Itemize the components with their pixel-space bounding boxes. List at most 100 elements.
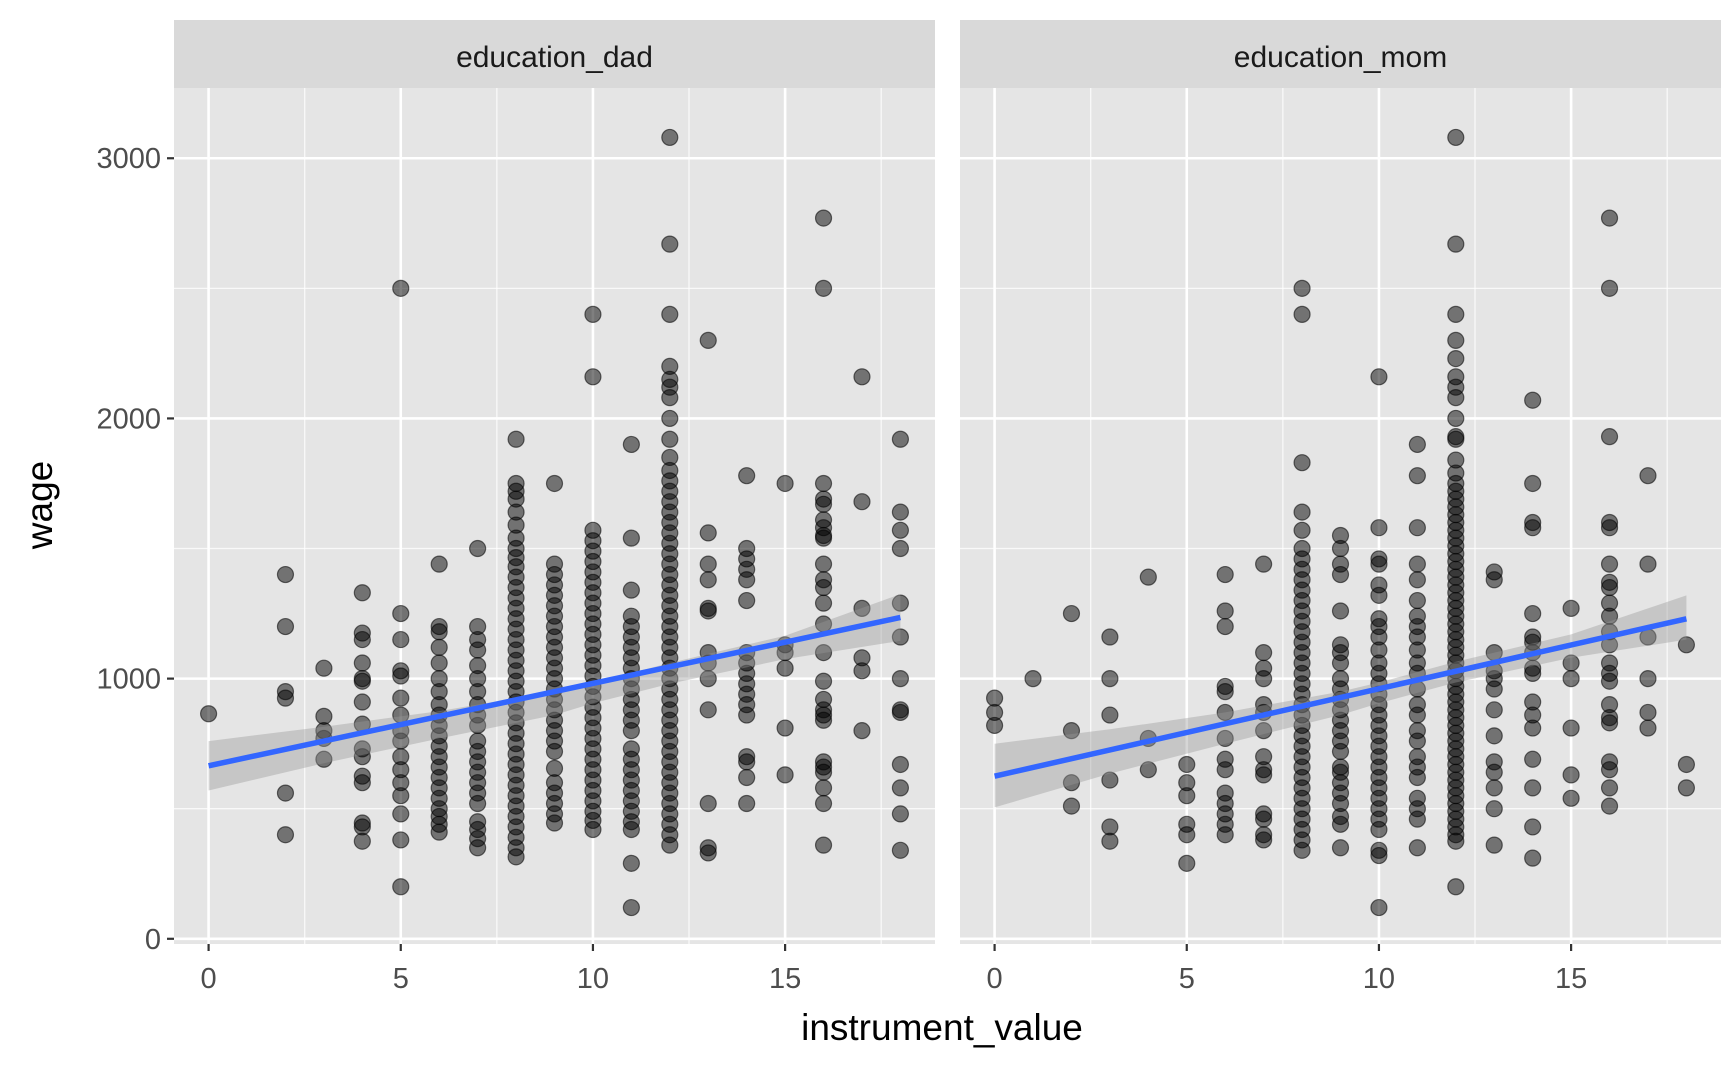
- scatter-point: [1408, 467, 1426, 485]
- scatter-point: [1562, 766, 1580, 784]
- scatter-point: [891, 841, 910, 859]
- scatter-point: [853, 722, 871, 740]
- scatter-point: [661, 430, 679, 448]
- scatter-point: [814, 711, 833, 729]
- scatter-point: [584, 820, 602, 839]
- scatter-point: [814, 555, 833, 573]
- scatter-point: [1485, 779, 1503, 797]
- scatter-point: [1101, 706, 1119, 724]
- scatter-point: [699, 701, 717, 719]
- scatter-point: [469, 794, 487, 813]
- scatter-point: [353, 832, 371, 850]
- scatter-point: [1062, 722, 1081, 740]
- scatter-point: [1485, 800, 1503, 818]
- facet-panel-education_dad: education_dad 0 5 10 15 0 1000 2000 3000: [96, 20, 935, 995]
- scatter-point: [276, 784, 295, 802]
- scatter-point: [1255, 766, 1273, 784]
- scatter-point: [699, 331, 717, 349]
- scatter-point: [776, 719, 794, 737]
- scatter-point: [738, 706, 756, 724]
- scatter-point: [1677, 779, 1696, 797]
- scatter-point: [1331, 654, 1350, 672]
- facet-strip-label: education_dad: [456, 41, 653, 74]
- scatter-point: [1216, 761, 1234, 779]
- scatter-point: [392, 831, 410, 849]
- scatter-point: [699, 602, 717, 620]
- scatter-point: [1639, 670, 1657, 688]
- scatter-point: [1408, 571, 1426, 589]
- scatter-point: [1216, 703, 1234, 722]
- scatter-point: [853, 493, 871, 511]
- scatter-point: [1139, 761, 1157, 779]
- scatter-point: [353, 693, 371, 711]
- scatter-point: [1293, 503, 1311, 521]
- scatter-point: [661, 409, 679, 428]
- scatter-point: [353, 654, 371, 672]
- scatter-point: [1447, 832, 1465, 850]
- scatter-point: [814, 495, 833, 513]
- scatter-point: [738, 753, 756, 771]
- scatter-point: [1524, 519, 1542, 537]
- scatter-point: [814, 209, 833, 227]
- scatter-point: [699, 794, 717, 813]
- y-tick-label: 2000: [96, 403, 161, 435]
- scatter-point: [814, 643, 833, 662]
- x-tick-label: 0: [201, 963, 217, 995]
- y-tick-label: 3000: [96, 143, 161, 175]
- scatter-point: [1524, 391, 1542, 409]
- scatter-point: [1216, 602, 1234, 620]
- scatter-point: [199, 705, 218, 723]
- scatter-point: [507, 430, 525, 448]
- scatter-point: [891, 594, 910, 612]
- scatter-point: [1255, 722, 1273, 740]
- scatter-point: [1370, 368, 1388, 386]
- scatter-point: [1600, 714, 1619, 732]
- scatter-point: [1178, 787, 1196, 805]
- scatter-point: [699, 555, 717, 573]
- scatter-point: [1562, 789, 1580, 807]
- scatter-point: [584, 368, 602, 386]
- scatter-point: [853, 368, 871, 386]
- facet-strip-label: education_mom: [1234, 41, 1447, 74]
- x-tick-label: 0: [987, 963, 1003, 995]
- scatter-point: [1408, 435, 1426, 454]
- scatter-point: [1447, 349, 1465, 368]
- scatter-point: [738, 467, 756, 485]
- scatter-point: [1216, 617, 1234, 636]
- scatter-point: [545, 742, 564, 761]
- scatter-point: [1485, 571, 1503, 589]
- facet-panel-education_mom: education_mom 0 5 10 15: [960, 20, 1721, 995]
- scatter-point: [776, 474, 794, 493]
- scatter-point: [392, 279, 410, 297]
- scatter-point: [1408, 810, 1426, 828]
- scatter-point: [699, 844, 717, 862]
- scatter-point: [1524, 750, 1542, 768]
- scatter-point: [661, 128, 679, 147]
- scatter-point: [738, 571, 756, 589]
- scatter-point: [1101, 832, 1119, 850]
- scatter-point: [891, 430, 910, 448]
- scatter-point: [1062, 797, 1081, 815]
- y-tick-label: 0: [145, 924, 161, 956]
- scatter-point: [661, 305, 679, 323]
- scatter-point: [353, 672, 371, 690]
- scatter-point: [1255, 831, 1273, 849]
- scatter-point: [1447, 305, 1465, 323]
- scatter-point: [1293, 521, 1311, 539]
- x-tick-label: 15: [769, 963, 801, 995]
- scatter-point: [1447, 331, 1465, 349]
- x-tick-label: 5: [1179, 963, 1195, 995]
- y-tick-label: 1000: [96, 664, 161, 696]
- scatter-point: [1408, 839, 1426, 857]
- scatter-point: [1639, 467, 1657, 485]
- scatter-point: [1485, 680, 1503, 698]
- scatter-point: [1600, 279, 1619, 297]
- scatter-point: [1331, 539, 1350, 558]
- scatter-point: [1408, 768, 1426, 787]
- scatter-point: [1178, 826, 1196, 844]
- scatter-point: [985, 716, 1004, 735]
- scatter-point: [392, 787, 410, 805]
- scatter-point: [1216, 683, 1234, 701]
- scatter-point: [1639, 703, 1657, 722]
